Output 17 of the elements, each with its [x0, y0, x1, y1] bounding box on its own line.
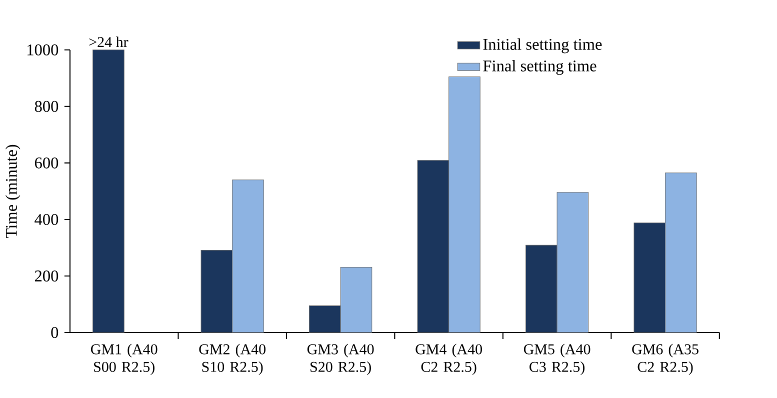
- legend-label: Initial setting time: [483, 38, 602, 54]
- x-tick-label: GM3 (A40 S20 R2.5): [307, 344, 374, 375]
- y-tick-label: 200: [34, 270, 58, 282]
- y-tick-label: 0: [51, 327, 58, 338]
- y-tick-label: 800: [34, 100, 58, 112]
- x-tick-label: GM6 (A35 C2 R2.5): [632, 344, 698, 375]
- y-tick-label: 400: [34, 214, 58, 225]
- y-tick-label: 1000: [28, 44, 58, 56]
- x-tick-label: GM5 (A40 C3 R2.5): [524, 344, 590, 375]
- y-tick-label: 600: [34, 157, 58, 168]
- x-tick-label: GM4 (A40 C2 R2.5): [416, 344, 482, 375]
- legend-label: Final setting time: [483, 60, 596, 75]
- y-axis-title: Time (minute): [5, 144, 20, 238]
- bar: [92, 50, 124, 333]
- x-tick-label: GM2 (A40 S10 R2.5): [199, 344, 266, 375]
- annotation: >24 hr: [89, 36, 128, 47]
- x-tick-label: GM1 (A40 S00 R2.5): [90, 344, 158, 375]
